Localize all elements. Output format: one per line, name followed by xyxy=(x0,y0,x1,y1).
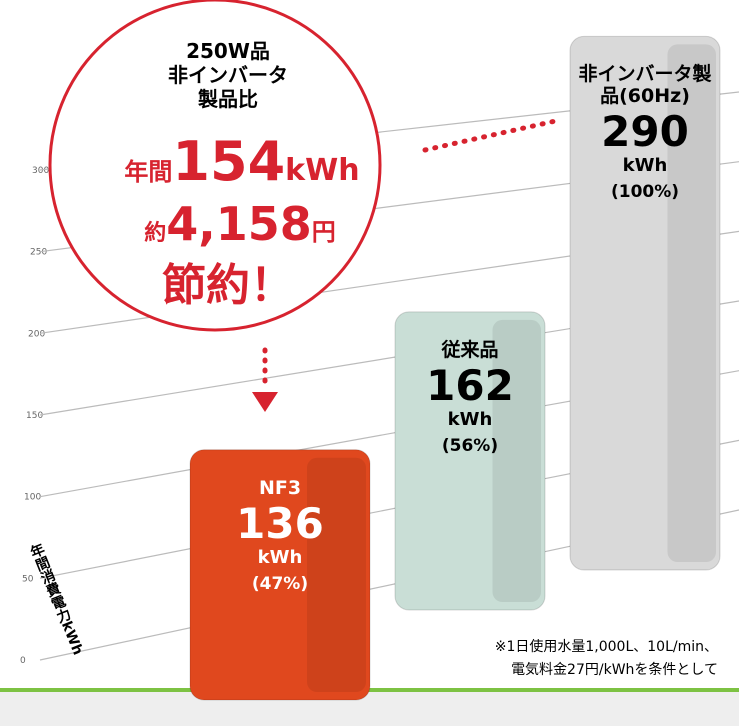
y-tick-label: 100 xyxy=(24,493,41,503)
callout-line: 製品比 xyxy=(198,87,258,111)
prefix: 約 xyxy=(144,220,166,246)
y-tick-label: 50 xyxy=(22,574,34,584)
y-tick-label: 150 xyxy=(26,411,43,421)
label-cat: 従来品 xyxy=(441,338,499,361)
arrow-head xyxy=(252,392,278,412)
y-tick-label: 0 xyxy=(20,656,26,666)
label-pct: (100%) xyxy=(610,182,680,203)
callout-yen: 約4,158円 xyxy=(144,197,336,251)
y-tick-label: 250 xyxy=(30,248,47,258)
callout-kwh: 年間154kWh xyxy=(124,130,359,193)
label-pct: (47%) xyxy=(251,573,309,594)
yen: 4,158 xyxy=(166,197,312,251)
bar-shade xyxy=(492,319,541,602)
note: ※1日使用水量1,000L、10L/min、 xyxy=(495,638,718,655)
bars xyxy=(189,35,721,701)
label-pct: (56%) xyxy=(441,435,499,456)
callout-circle xyxy=(48,0,382,332)
label-cat: 非インバータ製品(60Hz) xyxy=(578,63,712,108)
prefix: 年間 xyxy=(124,158,172,186)
label-val: 136 xyxy=(236,498,324,548)
label-unit: kWh xyxy=(257,546,303,568)
footer-band xyxy=(0,690,739,726)
label-unit: kWh xyxy=(622,155,668,177)
label-cat: NF3 xyxy=(258,476,302,499)
bar-label: NF3 136 kWh (47%) xyxy=(195,476,365,594)
label-val: 162 xyxy=(426,360,514,410)
label-unit: kWh xyxy=(447,409,493,431)
y-tick-label: 300 xyxy=(32,166,49,176)
bar-label: 非インバータ製品(60Hz) 290 kWh (100%) xyxy=(575,64,715,202)
bar-label: 従来品 162 kWh (56%) xyxy=(400,338,540,456)
callout-line: 非インバータ xyxy=(168,63,288,87)
unit: kWh xyxy=(285,153,359,188)
tagline: 節約！ xyxy=(162,260,294,311)
bar-shade xyxy=(667,44,716,562)
callout-text: 250W品 非インバータ 製品比 年間154kWh 約4,158円 節約！ xyxy=(124,39,359,311)
bar xyxy=(189,449,371,701)
kwh: 154 xyxy=(172,130,285,193)
dotted-connector xyxy=(422,117,563,153)
bar xyxy=(569,35,721,571)
note: 電気料金27円/kWhを条件として xyxy=(511,661,718,678)
unit: 円 xyxy=(312,218,336,246)
bar-shade xyxy=(307,457,366,692)
label-val: 290 xyxy=(601,107,689,157)
callout-line: 250W品 xyxy=(186,39,270,63)
y-tick-label: 200 xyxy=(28,329,45,339)
bar xyxy=(394,311,546,611)
